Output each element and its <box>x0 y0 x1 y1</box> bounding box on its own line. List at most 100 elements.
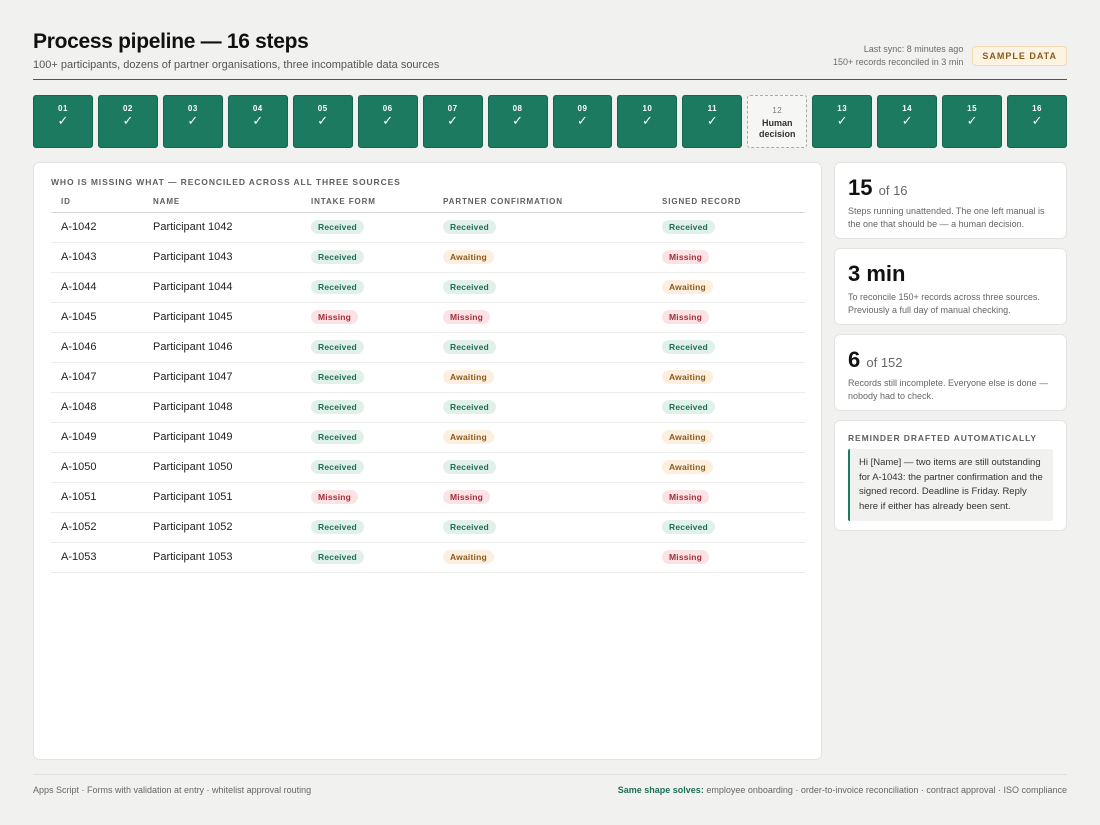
status-pill: Received <box>311 550 364 564</box>
cell-id: A-1047 <box>51 362 143 393</box>
cell-intake: Received <box>301 452 433 483</box>
status-pill: Received <box>311 340 364 354</box>
table-row[interactable]: A-1047 Participant 1047 Received Awaiting Aw… <box>51 362 805 393</box>
cell-partner: Missing <box>433 482 652 513</box>
cell-name: Participant 1052 <box>143 512 301 543</box>
column-header-intake: INTAKE FORM <box>301 192 433 213</box>
cell-signed: Received <box>652 332 805 363</box>
reminder-title: REMINDER DRAFTED AUTOMATICALLY <box>848 433 1037 443</box>
cell-signed: Missing <box>652 482 805 513</box>
status-pill: Awaiting <box>662 280 713 294</box>
table-body: A-1042 Participant 1042 Received Received Re… <box>51 212 805 573</box>
status-pill: Missing <box>662 310 710 324</box>
pipeline-step[interactable]: 05 ✓ <box>292 95 353 148</box>
cell-partner: Received <box>433 332 652 363</box>
stat-steps-value: 15 <box>848 175 873 200</box>
cell-signed: Received <box>652 512 805 543</box>
pipeline-step[interactable]: 03 ✓ <box>162 95 223 148</box>
pipeline-step[interactable]: 08 ✓ <box>487 95 548 148</box>
pipeline-step-manual[interactable]: 12 Human decision <box>747 95 808 148</box>
status-pill: Missing <box>443 310 491 324</box>
status-pill: Received <box>443 280 496 294</box>
cell-partner: Received <box>433 452 652 483</box>
pipeline-step[interactable]: 07 ✓ <box>422 95 483 148</box>
step-number: 12 <box>772 106 783 115</box>
pipeline-step[interactable]: 02 ✓ <box>97 95 158 148</box>
cell-intake: Missing <box>301 302 433 333</box>
pipeline-step[interactable]: 04 ✓ <box>227 95 288 148</box>
cell-name: Participant 1043 <box>143 242 301 273</box>
status-pill: Awaiting <box>662 370 713 384</box>
status-pill: Received <box>311 460 364 474</box>
cell-id: A-1050 <box>51 452 143 483</box>
checkmark-icon: ✓ <box>901 113 913 128</box>
pipeline-step[interactable]: 09 ✓ <box>552 95 613 148</box>
status-pill: Awaiting <box>443 430 494 444</box>
status-pill: Missing <box>311 490 359 504</box>
table-row[interactable]: A-1049 Participant 1049 Received Awaiting Aw… <box>51 422 805 453</box>
cell-signed: Awaiting <box>652 362 805 393</box>
checkmark-icon: ✓ <box>447 113 459 128</box>
stat-time-value: 3 min <box>848 261 906 286</box>
pipeline-step[interactable]: 10 ✓ <box>617 95 678 148</box>
table-row[interactable]: A-1053 Participant 1053 Received Awaiting Mi… <box>51 542 805 573</box>
table-row[interactable]: A-1046 Participant 1046 Received Received Re… <box>51 332 805 363</box>
table-row[interactable]: A-1043 Participant 1043 Received Awaiting Mi… <box>51 242 805 273</box>
cell-partner: Awaiting <box>433 422 652 453</box>
table-row[interactable]: A-1044 Participant 1044 Received Received Aw… <box>51 272 805 303</box>
checkmark-icon: ✓ <box>512 113 523 128</box>
status-pill: Received <box>311 520 364 534</box>
cell-signed: Received <box>652 392 805 423</box>
checkmark-icon: ✓ <box>641 113 653 128</box>
pipeline-step[interactable]: 01 ✓ <box>33 95 93 148</box>
checkmark-icon: ✓ <box>836 113 848 128</box>
step-number: 13 <box>837 104 848 113</box>
sync-status: Last sync: 8 minutes ago 150+ records re… <box>833 43 963 69</box>
cell-id: A-1042 <box>51 212 143 243</box>
cell-name: Participant 1045 <box>143 302 301 333</box>
table-row[interactable]: A-1051 Participant 1051 Missing Missing Miss… <box>51 482 805 513</box>
cell-id: A-1051 <box>51 482 143 513</box>
cell-id: A-1049 <box>51 422 143 453</box>
step-number: 04 <box>252 104 263 113</box>
table-header-row: ID NAME INTAKE FORM PARTNER CONFIRMATION… <box>51 192 805 213</box>
status-pill: Received <box>311 430 364 444</box>
checkmark-icon: ✓ <box>187 113 199 128</box>
stat-card-incomplete: 6 of 152 Records still incomplete. Every… <box>834 334 1067 411</box>
pipeline-step[interactable]: 06 ✓ <box>357 95 418 148</box>
step-number: 01 <box>58 104 68 113</box>
step-number: 15 <box>967 104 978 113</box>
page-title: Process pipeline — 16 steps <box>33 30 309 53</box>
cell-signed: Missing <box>652 302 805 333</box>
status-pill: Missing <box>311 310 359 324</box>
reconciliation-table-card: WHO IS MISSING WHAT — RECONCILED ACROSS … <box>33 162 822 760</box>
column-header-name: NAME <box>143 192 301 213</box>
cell-intake: Received <box>301 332 433 363</box>
cell-intake: Received <box>301 542 433 573</box>
table-row[interactable]: A-1045 Participant 1045 Missing Missing Miss… <box>51 302 805 333</box>
stat-card-time: 3 min To reconcile 150+ records across t… <box>834 248 1067 325</box>
table-row[interactable]: A-1042 Participant 1042 Received Received Re… <box>51 212 805 243</box>
pipeline-step[interactable]: 15 ✓ <box>942 95 1003 148</box>
step-number: 06 <box>382 104 393 113</box>
cell-partner: Awaiting <box>433 362 652 393</box>
pipeline-step[interactable]: 14 ✓ <box>877 95 938 148</box>
pipeline-step[interactable]: 16 ✓ <box>1007 95 1067 148</box>
status-pill: Received <box>311 280 364 294</box>
checkmark-icon: ✓ <box>252 113 264 128</box>
table-row[interactable]: A-1052 Participant 1052 Received Received Re… <box>51 512 805 543</box>
pipeline-step[interactable]: 11 ✓ <box>682 95 743 148</box>
status-pill: Received <box>443 400 496 414</box>
cell-name: Participant 1048 <box>143 392 301 423</box>
status-pill: Awaiting <box>443 550 494 564</box>
cell-name: Participant 1044 <box>143 272 301 303</box>
status-pill: Received <box>662 340 715 354</box>
cell-intake: Missing <box>301 482 433 513</box>
pipeline-step[interactable]: 13 ✓ <box>812 95 873 148</box>
table-row[interactable]: A-1048 Participant 1048 Received Received Re… <box>51 392 805 423</box>
status-pill: Missing <box>443 490 491 504</box>
stat-card-steps: 15 of 16 Steps running unattended. The o… <box>834 162 1067 239</box>
cell-name: Participant 1053 <box>143 542 301 573</box>
cell-partner: Received <box>433 212 652 243</box>
table-row[interactable]: A-1050 Participant 1050 Received Received Aw… <box>51 452 805 483</box>
